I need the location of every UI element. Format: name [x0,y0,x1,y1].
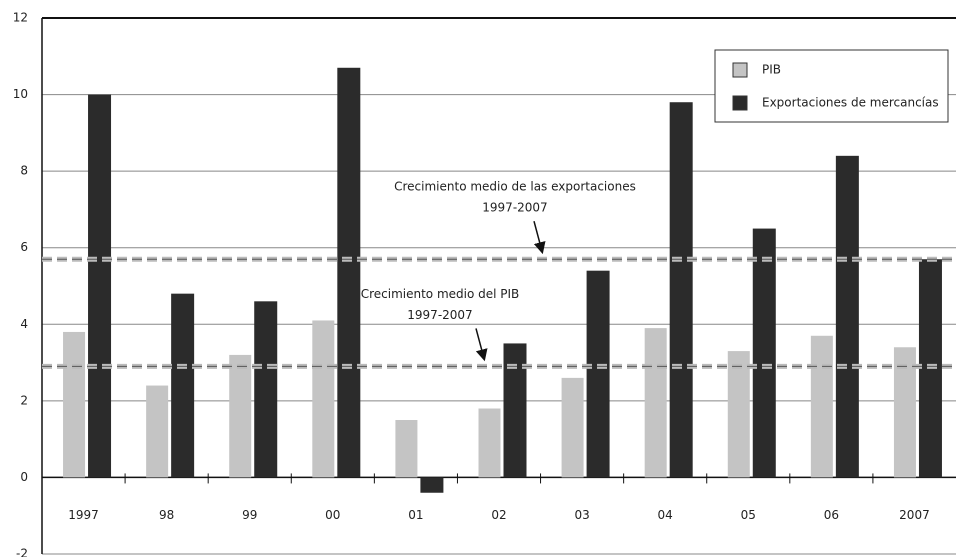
x-tick-label: 04 [658,508,673,522]
bar [835,155,859,478]
legend-swatch [732,95,748,111]
x-tick-label: 01 [408,508,423,522]
annotation: 1997-2007 [407,308,472,322]
y-tick-label: 6 [20,240,28,254]
annotation: Crecimiento medio de las exportaciones [394,180,636,194]
x-tick-label: 1997 [68,508,99,522]
y-tick-label: -2 [16,547,28,557]
legend-label: Exportaciones de mercancías [762,96,939,110]
y-tick-label: 10 [13,87,28,101]
bar [810,335,833,478]
bar [561,377,584,478]
bar [395,420,418,478]
x-tick-label: 03 [574,508,589,522]
annotation: Crecimiento medio del PIB [361,287,520,301]
bar [669,102,693,478]
bar [727,351,750,478]
y-tick-label: 4 [20,317,28,331]
x-tick-label: 98 [159,508,174,522]
annotation: 1997-2007 [482,201,547,215]
bar [503,343,527,478]
y-tick-label: 0 [20,470,28,484]
bar [254,301,278,478]
bar [88,94,112,478]
bar [146,385,169,478]
bar [586,270,610,478]
x-tick-label: 05 [741,508,756,522]
bar [312,320,335,478]
bar [420,477,444,493]
bar [478,408,501,478]
x-tick-label: 2007 [899,508,930,522]
legend-box [714,49,949,123]
bar [893,347,916,478]
x-tick-label: 99 [242,508,257,522]
x-tick-label: 06 [824,508,839,522]
bar [63,331,86,478]
bar [752,228,776,478]
bar [644,328,667,478]
y-tick-label: 2 [20,393,28,407]
annotation-arrow [475,328,488,362]
bar [337,67,361,478]
y-tick-label: 8 [20,164,28,178]
legend-label: PIB [762,63,781,77]
bar [171,293,195,478]
y-tick-label: 12 [13,11,28,25]
x-tick-label: 02 [491,508,506,522]
bar [229,354,252,478]
x-tick-label: 00 [325,508,340,522]
legend-swatch [732,62,748,78]
annotation-arrow [533,221,546,255]
